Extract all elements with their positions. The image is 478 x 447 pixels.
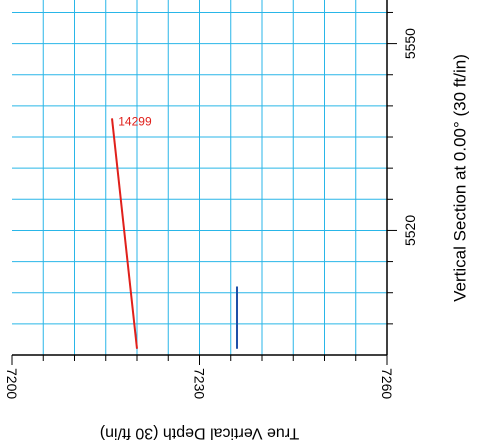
x-axis-title: True Vertical Depth (30 ft/in) bbox=[100, 425, 300, 442]
series-layer bbox=[111, 118, 238, 349]
x-tick-label: 7230 bbox=[192, 368, 208, 399]
well-label: 14299 bbox=[118, 114, 152, 128]
y-tick-label: 5550 bbox=[402, 28, 418, 59]
x-tick-label: 7200 bbox=[4, 368, 20, 399]
series-line-14299 bbox=[111, 118, 138, 349]
y-tick-label: 5520 bbox=[402, 215, 418, 246]
x-tick-label: 7260 bbox=[379, 368, 395, 399]
axes bbox=[11, 0, 397, 365]
labels-layer: 7200 7230 7260 5520 5550 True Vertical Depth … bbox=[4, 28, 470, 442]
grid-lines bbox=[12, 0, 387, 355]
y-axis-title: Vertical Section at 0.00° (30 ft/in) bbox=[451, 54, 470, 302]
